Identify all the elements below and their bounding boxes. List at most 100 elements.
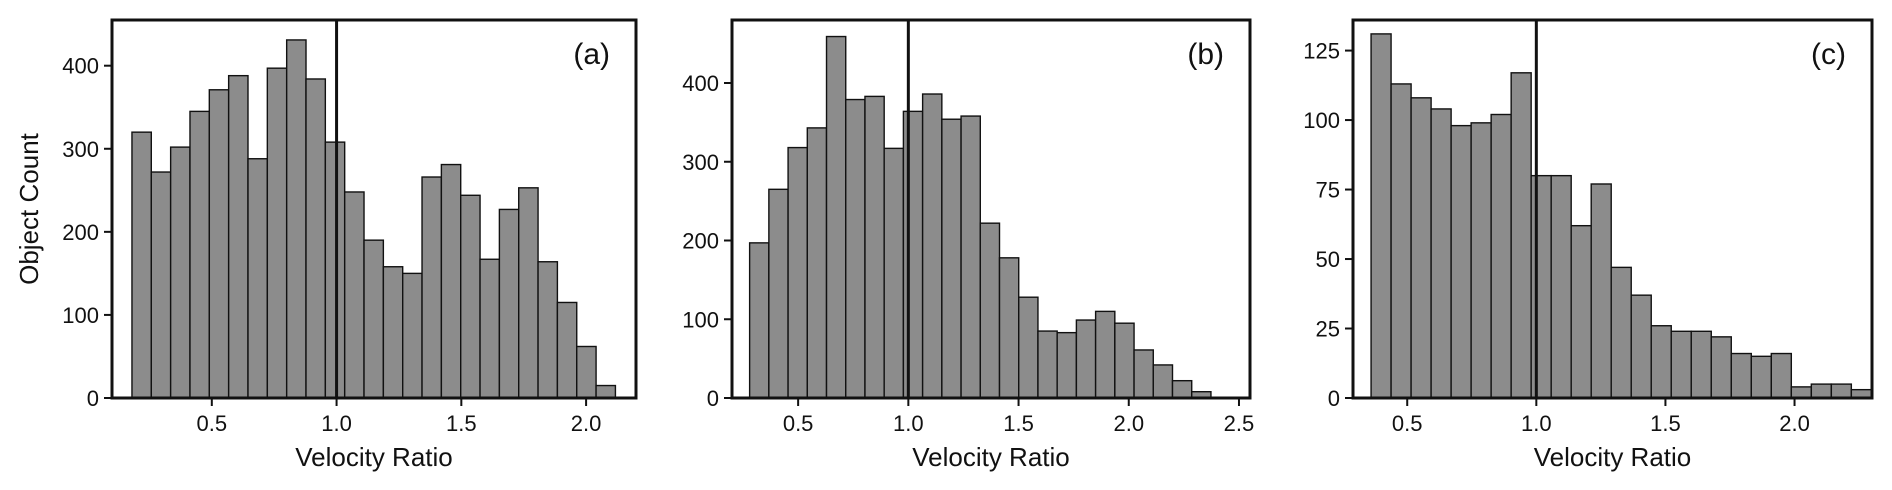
histogram-bar bbox=[1810, 383, 1833, 399]
histogram-bar bbox=[921, 93, 943, 399]
histogram-bar bbox=[1630, 294, 1652, 399]
y-tick-label: 25 bbox=[1316, 317, 1340, 342]
histogram-bar bbox=[595, 384, 617, 399]
histogram-bar bbox=[460, 194, 481, 399]
histogram-bar bbox=[402, 272, 423, 399]
x-tick-label: 1.5 bbox=[1003, 411, 1034, 436]
histogram-bar bbox=[421, 176, 443, 399]
histogram-bar bbox=[285, 39, 307, 399]
histogram-bar bbox=[1114, 322, 1135, 399]
x-tick-label: 1.0 bbox=[893, 411, 924, 436]
histogram-bar bbox=[1094, 310, 1116, 399]
x-tick-label: 2.5 bbox=[1224, 411, 1255, 436]
histogram-bar bbox=[941, 118, 962, 399]
histogram-bar bbox=[1770, 352, 1793, 399]
histogram-bar bbox=[150, 171, 172, 399]
histogram-bar bbox=[1450, 124, 1472, 399]
histogram-bar bbox=[518, 187, 539, 399]
y-tick-label: 400 bbox=[62, 54, 99, 79]
x-tick-label: 1.0 bbox=[321, 411, 352, 436]
histogram-bar bbox=[1650, 325, 1672, 399]
histogram-bar bbox=[1550, 174, 1572, 399]
y-tick-label: 0 bbox=[707, 386, 719, 411]
histogram-bar bbox=[305, 78, 327, 399]
histogram-bar bbox=[864, 95, 885, 399]
y-tick-label: 200 bbox=[682, 229, 719, 254]
y-tick-label: 400 bbox=[682, 71, 719, 96]
plot-frame bbox=[1351, 18, 1874, 400]
histogram-bar bbox=[1610, 266, 1632, 399]
histogram-bar bbox=[825, 35, 847, 399]
histogram-bar bbox=[1018, 296, 1039, 399]
x-tick-label: 2.0 bbox=[1779, 411, 1810, 436]
histogram-bar bbox=[1790, 386, 1813, 399]
histogram-bar bbox=[208, 89, 230, 399]
histogram-bar bbox=[169, 146, 191, 399]
x-tick-label: 1.5 bbox=[446, 411, 477, 436]
histogram-bar bbox=[440, 163, 462, 399]
histogram-bar bbox=[1570, 224, 1592, 399]
histogram-bar bbox=[363, 239, 385, 399]
x-tick-label: 2.0 bbox=[571, 411, 602, 436]
histogram-bar bbox=[845, 98, 866, 399]
y-tick-label: 200 bbox=[62, 220, 99, 245]
x-tick-label: 0.5 bbox=[197, 411, 228, 436]
histogram-bar bbox=[227, 74, 249, 399]
y-tick-label: 100 bbox=[1303, 108, 1340, 133]
x-axis-title: Velocity Ratio bbox=[912, 442, 1070, 472]
x-tick-label: 0.5 bbox=[783, 411, 814, 436]
histogram-bar bbox=[768, 188, 789, 399]
histogram-bar bbox=[1690, 330, 1712, 399]
histogram-bar bbox=[498, 208, 520, 399]
y-tick-label: 0 bbox=[1328, 386, 1340, 411]
histogram-bar bbox=[1037, 330, 1058, 399]
histogram-bar bbox=[576, 345, 597, 399]
histogram-bar bbox=[1133, 349, 1154, 399]
histogram-bar bbox=[1490, 113, 1512, 399]
y-tick-label: 300 bbox=[682, 150, 719, 175]
histogram-bar bbox=[131, 131, 153, 399]
histogram-bar bbox=[1510, 72, 1532, 399]
plot-frame bbox=[730, 18, 1252, 400]
panel-3: 0.5 1.0 1.5 2.0 0 25 50 75 100 125 Velocity Ratio (… bbox=[1303, 18, 1874, 472]
histogram-bar bbox=[1390, 83, 1412, 399]
y-tick-label: 50 bbox=[1316, 247, 1340, 272]
y-tick-label: 125 bbox=[1303, 39, 1340, 64]
histogram-bar bbox=[1710, 336, 1732, 399]
histogram-bar bbox=[806, 127, 828, 399]
histogram-bar bbox=[1075, 319, 1097, 399]
y-tick-label: 300 bbox=[62, 137, 99, 162]
y-tick-label: 100 bbox=[62, 303, 99, 328]
histogram-bar bbox=[1750, 355, 1773, 399]
histogram-bar bbox=[1530, 174, 1552, 399]
histogram-bar bbox=[537, 261, 559, 399]
panel-2: 0.5 1.0 1.5 2.0 2.5 0 100 200 300 400 Velocity Rat… bbox=[682, 18, 1255, 472]
histogram-bar bbox=[479, 258, 501, 399]
y-axis-title: Object Count bbox=[14, 132, 44, 285]
histogram-bar bbox=[883, 147, 905, 399]
histogram-bar bbox=[1730, 352, 1752, 399]
histogram-bar bbox=[1470, 122, 1492, 399]
histogram-bar bbox=[1152, 364, 1174, 399]
histogram-bar bbox=[1056, 331, 1078, 399]
y-tick-label: 75 bbox=[1316, 178, 1340, 203]
x-axis-title: Velocity Ratio bbox=[295, 442, 453, 472]
plot-frame bbox=[110, 18, 638, 400]
histogram-bar bbox=[266, 67, 288, 399]
histogram-bar bbox=[902, 110, 924, 399]
histogram-bar bbox=[247, 158, 269, 399]
histogram-bar bbox=[1830, 383, 1853, 399]
panel-label: (b) bbox=[1187, 38, 1224, 71]
histogram-bar bbox=[1430, 108, 1452, 399]
histogram-bar bbox=[189, 110, 211, 399]
panel-label: (c) bbox=[1811, 38, 1846, 71]
y-tick-label: 0 bbox=[87, 386, 99, 411]
panel-label: (a) bbox=[573, 38, 610, 71]
panel-1: 0.5 1.0 1.5 2.0 0 100 200 300 400 Velocity Ratio O… bbox=[14, 18, 638, 472]
histogram-bar bbox=[382, 266, 404, 399]
histogram-bar bbox=[343, 191, 365, 399]
histogram-bar bbox=[998, 257, 1020, 399]
histogram-bar bbox=[979, 222, 1001, 399]
